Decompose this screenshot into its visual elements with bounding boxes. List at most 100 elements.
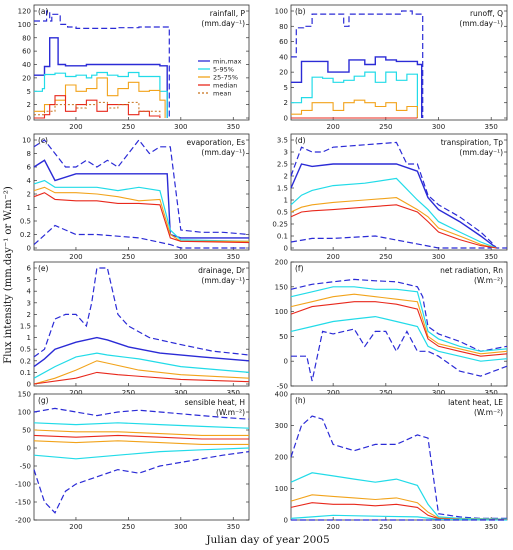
series-p95 (291, 71, 418, 118)
y-tick-label: 60 (22, 48, 31, 56)
series-max (290, 141, 507, 249)
y-tick-label: 5 (284, 84, 288, 92)
legend-label: 25-75% (213, 74, 238, 82)
series-p75 (34, 77, 166, 118)
legend-label: mean (213, 90, 231, 98)
series-p95 (290, 472, 508, 520)
panel-title: sensible heat, H (185, 398, 245, 407)
y-tick-label: 400 (275, 391, 288, 399)
y-tick-label: 10 (22, 137, 31, 145)
y-tick-label: 1 (27, 334, 31, 342)
y-tick-label: 0.5 (277, 209, 288, 217)
y-tick-label: 200 (275, 454, 288, 462)
y-tick-label: 0.1 (277, 233, 288, 241)
y-tick-label: 2 (27, 311, 31, 319)
series-min (33, 224, 249, 249)
y-tick-label: 4 (27, 288, 32, 296)
panel-title: evaporation, Es (187, 138, 246, 147)
x-tick-label: 200 (326, 523, 339, 531)
y-tick-label: 100 (275, 485, 288, 493)
y-tick-label: 100 (275, 308, 288, 316)
series-min (291, 328, 508, 382)
series-p95 (290, 177, 497, 249)
x-tick-label: 300 (432, 389, 445, 397)
panel-label: (h) (295, 396, 306, 405)
x-tick-label: 300 (432, 123, 445, 131)
series-p5 (290, 315, 508, 362)
series-p5 (33, 447, 250, 460)
series-p75 (290, 197, 497, 249)
y-tick-label: 50 (22, 427, 31, 435)
panel-title: latent heat, LE (448, 398, 503, 407)
x-tick-label: 300 (174, 253, 187, 261)
y-tick-label: 8 (27, 150, 31, 158)
series-median (33, 434, 249, 440)
y-tick-label: 5 (27, 88, 31, 96)
series-min (33, 451, 250, 514)
y-tick-label: 2.5 (277, 161, 288, 169)
y-tick-label: 50 (279, 333, 288, 341)
y-tick-label: 0 (27, 115, 31, 123)
y-tick-label: 0.5 (20, 346, 31, 354)
series-median (290, 301, 508, 357)
x-tick-label: 350 (485, 123, 498, 131)
y-tick-label: -50 (20, 463, 31, 471)
x-tick-label: 300 (174, 389, 187, 397)
series-max (290, 278, 508, 352)
series-p75 (33, 429, 249, 436)
y-tick-label: 2 (284, 173, 288, 181)
y-tick-label: 100 (18, 409, 31, 417)
y-tick-label: 60 (279, 38, 288, 46)
x-tick-label: 350 (227, 389, 240, 397)
legend-label: median (213, 82, 237, 90)
y-tick-label: 40 (22, 61, 31, 69)
x-tick-label: 200 (69, 523, 82, 531)
y-tick-label: 150 (18, 391, 31, 399)
y-tick-label: 0 (284, 517, 288, 525)
legend-label: min,max (213, 58, 242, 66)
panel-title: runoff, Q (470, 9, 503, 18)
y-tick-label: 3.5 (277, 137, 288, 145)
panel-title: rainfall, P (210, 9, 246, 18)
y-tick-label: -200 (15, 517, 31, 525)
panel-title: transpiration, Tp (441, 138, 504, 147)
series-mean (34, 101, 161, 116)
x-axis-label: Julian day of year 2005 (205, 534, 329, 546)
series-max (33, 267, 250, 358)
panel-units: (mm.day⁻¹) (201, 148, 245, 157)
series-max (291, 10, 424, 118)
series-p95 (33, 179, 250, 242)
panel-title: drainage, Dr (198, 266, 246, 275)
series-p75 (33, 186, 249, 242)
x-tick-label: 350 (485, 389, 498, 397)
x-tick-label: 350 (485, 253, 498, 261)
y-tick-label: 6 (27, 265, 32, 273)
series-min (290, 235, 492, 249)
series-min-max-upper (34, 37, 168, 118)
series-p95 (33, 422, 250, 429)
x-tick-label: 250 (122, 123, 135, 131)
panel-units: (W.m⁻²) (216, 408, 245, 417)
x-tick-label: 350 (227, 523, 240, 531)
y-tick-label: 0.2 (20, 357, 31, 365)
y-tick-label: 0.2 (20, 231, 31, 239)
series-median (33, 371, 250, 385)
y-tick-label: 0 (284, 115, 288, 123)
x-tick-label: 250 (122, 253, 135, 261)
x-tick-label: 300 (432, 253, 445, 261)
series-p95 (34, 71, 168, 118)
y-tick-label: 3 (27, 299, 31, 307)
panel-a: 0 2 5 20 40 60 80 100 120 200 250 300 350 (a) rainfall… (18, 4, 250, 131)
x-tick-label: 250 (122, 523, 135, 531)
series-p75 (291, 99, 418, 118)
y-tick-label: 1 (27, 204, 31, 212)
panel-g: -200 -150 -100 -50 0 50 100 150 200 250 300 350 (g) s… (15, 391, 250, 531)
series-median (290, 204, 497, 249)
series-p25 (33, 440, 249, 445)
y-axis-label: Flux intensity (mm.day⁻¹ or W.m⁻²) (3, 186, 14, 364)
y-tick-label: 0 (27, 381, 31, 389)
y-tick-label: 20 (279, 69, 288, 77)
y-tick-label: 0 (284, 245, 288, 253)
x-tick-label: 200 (69, 253, 82, 261)
y-tick-label: 0.25 (272, 221, 288, 229)
